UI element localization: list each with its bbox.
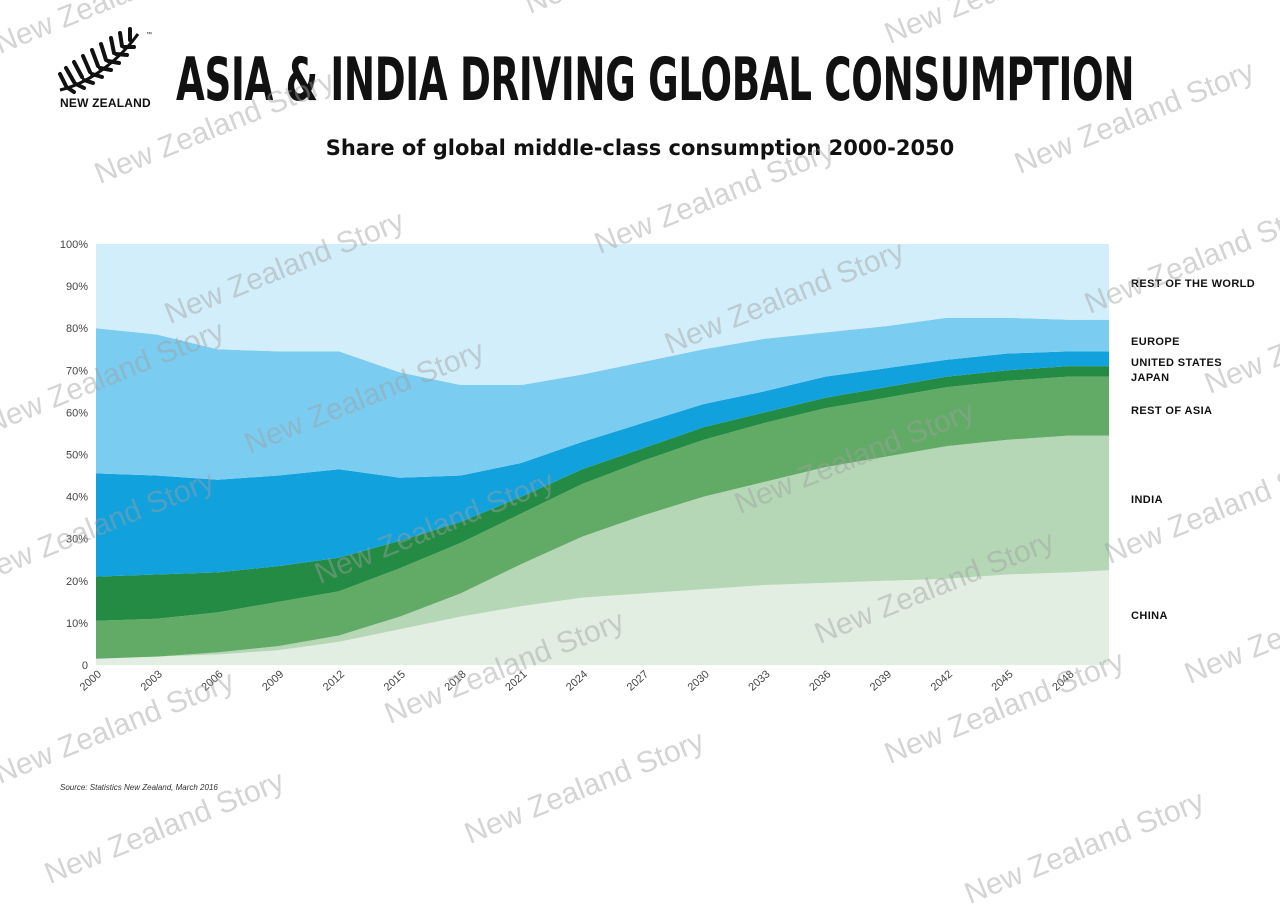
y-tick-label: 80% [66, 323, 88, 335]
x-tick-label: 2045 [989, 668, 1015, 693]
new-zealand-fern-logo: ™ [56, 26, 156, 112]
x-tick-label: 2000 [78, 668, 104, 693]
y-tick-label: 50% [66, 450, 88, 462]
chart-areas [96, 244, 1109, 665]
x-tick-label: 2006 [199, 668, 225, 693]
area-rest-of-asia [96, 376, 1109, 659]
chart-subtitle: Share of global middle-class consumption… [325, 136, 955, 160]
y-tick-label: 70% [66, 365, 88, 377]
y-tick-label: 60% [66, 407, 88, 419]
area-china [96, 570, 1109, 665]
x-tick-label: 2048 [1050, 668, 1076, 693]
x-tick-label: 2039 [868, 668, 894, 693]
x-tick-label: 2027 [625, 668, 651, 693]
fern-icon: ™ [58, 27, 152, 94]
x-tick-label: 2003 [139, 668, 165, 693]
y-tick-label: 30% [66, 534, 88, 546]
x-tick-label: 2015 [382, 668, 408, 693]
stacked-area-chart: 010%20%30%40%50%60%70%80%90%100% 2000 200… [60, 239, 1109, 694]
y-tick-label: 40% [66, 492, 88, 504]
svg-text:™: ™ [146, 31, 152, 38]
y-tick-label: 90% [66, 281, 88, 293]
legend-label-china: CHINA [1131, 610, 1168, 622]
y-axis: 0 10% 20% 30% 40% 50% 60% 70% 80% 90% 100% [60, 239, 88, 672]
legend-label-india: INDIA [1131, 494, 1163, 506]
legend-label-japan: JAPAN [1131, 372, 1170, 384]
area-japan [96, 366, 1109, 621]
x-tick-label: 2021 [503, 668, 529, 693]
area-rest-of-the-world [96, 244, 1109, 385]
area-europe [96, 317, 1109, 480]
legend-label-europe: EUROPE [1131, 336, 1180, 348]
logo-text: NEW ZEALAND [60, 96, 151, 110]
legend-label-rest-of-world: REST OF THE WORLD [1131, 278, 1256, 290]
x-tick-label: 2012 [321, 668, 347, 693]
legend-label-rest-of-asia: REST OF ASIA [1131, 405, 1213, 417]
x-tick-label: 2018 [442, 668, 468, 693]
y-tick-label: 10% [66, 618, 88, 630]
x-tick-label: 2036 [807, 668, 833, 693]
x-tick-label: 2042 [929, 668, 955, 693]
source-note: Source: Statistics New Zealand, March 20… [60, 783, 218, 792]
area-india [96, 435, 1109, 659]
area-united-states [96, 351, 1109, 577]
x-tick-label: 2030 [686, 668, 712, 693]
y-tick-label: 0 [82, 660, 88, 672]
x-tick-label: 2033 [746, 668, 772, 693]
y-tick-label: 20% [66, 576, 88, 588]
legend-label-united-states: UNITED STATES [1131, 357, 1222, 369]
x-axis: 2000 2003 2006 2009 2012 2015 2018 2021 2024 2027… [78, 668, 1077, 693]
y-tick-label: 100% [60, 239, 88, 251]
x-tick-label: 2024 [564, 668, 590, 693]
x-tick-label: 2009 [260, 668, 286, 693]
